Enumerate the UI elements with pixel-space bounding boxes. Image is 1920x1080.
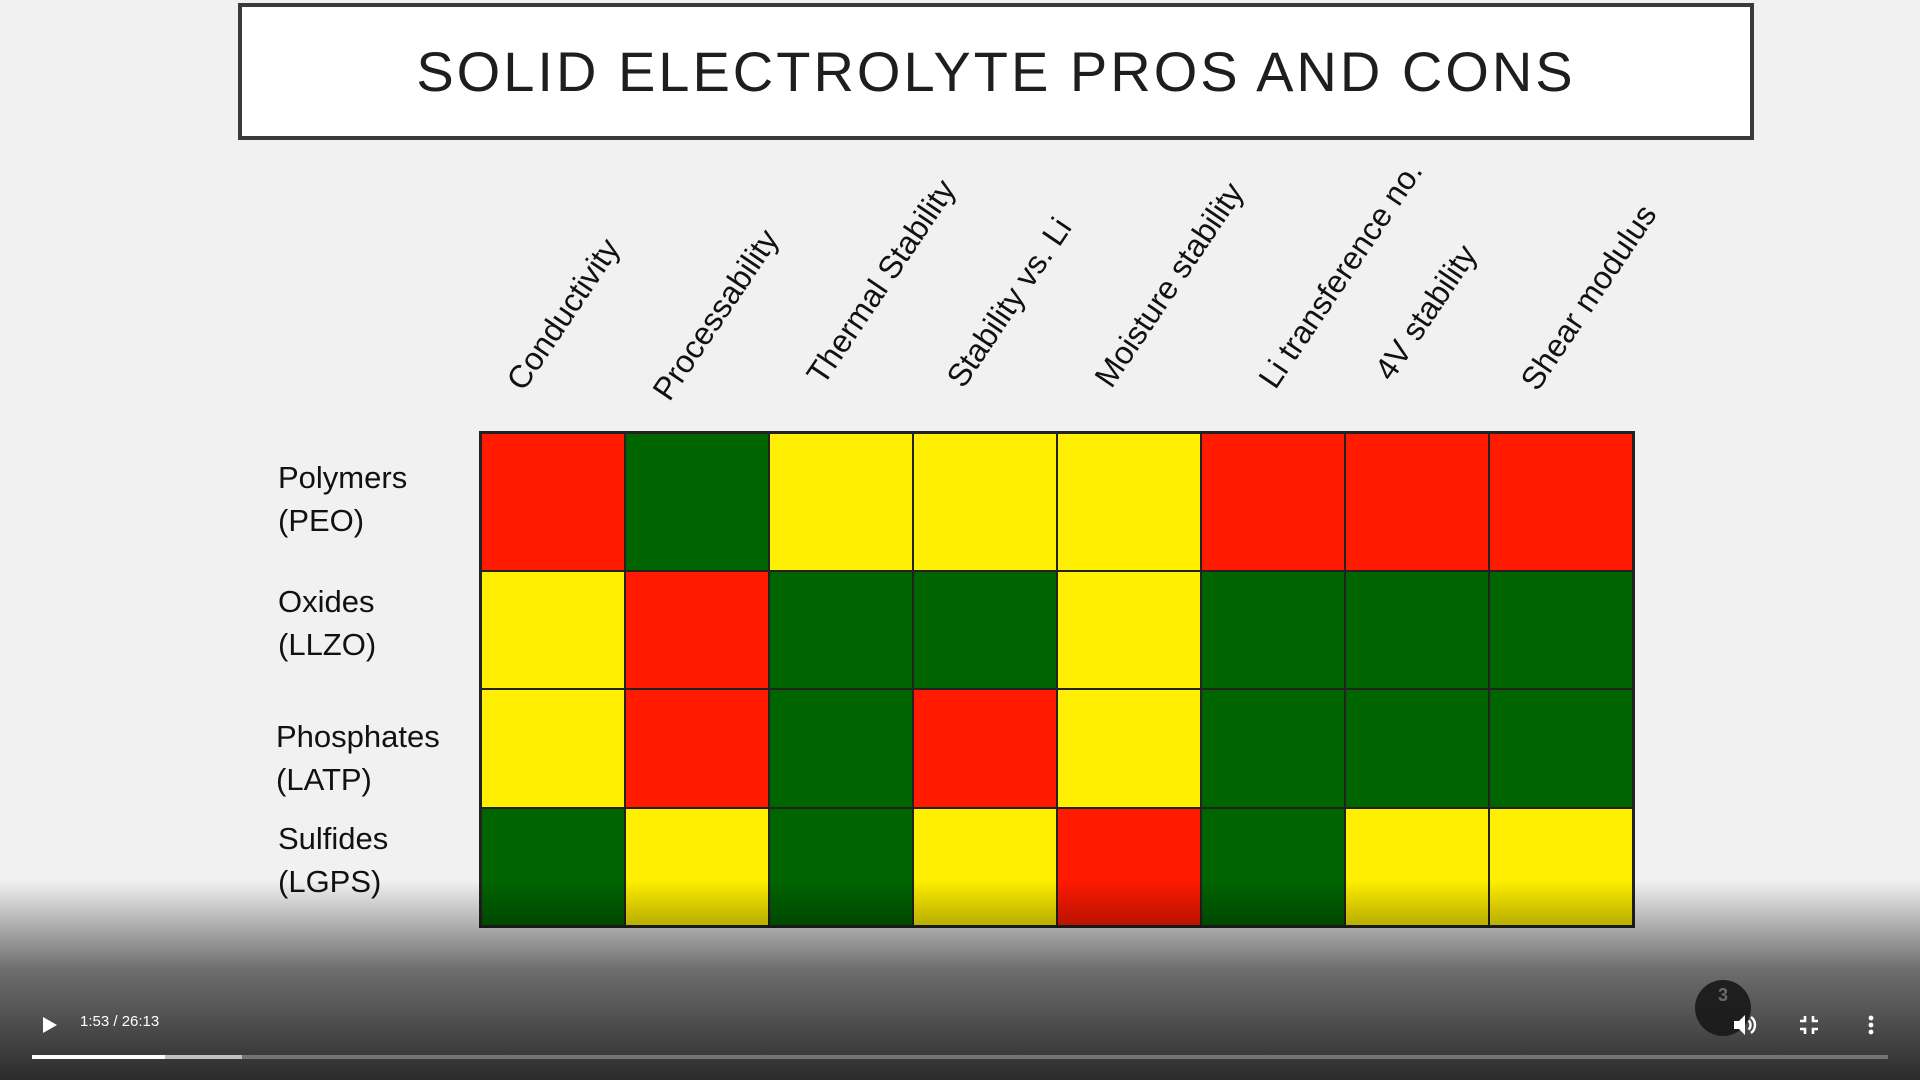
slide-title: SOLID ELECTROLYTE PROS AND CONS: [416, 40, 1576, 103]
column-header: 4V stability: [1367, 238, 1484, 387]
progress-bar[interactable]: [32, 1055, 1888, 1059]
row-label-phosphates: Phosphates (LATP): [276, 715, 440, 801]
exit-fullscreen-icon: [1800, 1016, 1818, 1034]
more-vert-icon: [1868, 1015, 1874, 1035]
time-display: 1:53 / 26:13: [80, 1013, 160, 1030]
row-label-oxides: Oxides (LLZO): [278, 580, 376, 666]
rating-cell: [1345, 689, 1489, 808]
row-label-code: (LATP): [276, 762, 372, 797]
rating-grid: [479, 431, 1635, 928]
rating-cell: [1345, 433, 1489, 571]
rating-cell: [1489, 433, 1633, 571]
row-label-code: (PEO): [278, 503, 365, 538]
rating-cell: [769, 433, 913, 571]
rating-cell: [1057, 433, 1201, 571]
rating-cell: [1201, 571, 1345, 689]
rating-cell: [1057, 571, 1201, 689]
rating-cell: [625, 571, 769, 689]
row-label-code: (LLZO): [278, 627, 377, 662]
more-options-button[interactable]: [1852, 1006, 1890, 1044]
column-header: Shear modulus: [1513, 197, 1664, 397]
column-header: Conductivity: [499, 231, 627, 397]
rating-cell: [1201, 433, 1345, 571]
rating-cell: [625, 689, 769, 808]
rating-cell: [913, 571, 1057, 689]
rating-cell: [481, 433, 625, 571]
rating-cell: [481, 571, 625, 689]
play-icon: [43, 1017, 57, 1033]
volume-button[interactable]: [1726, 1006, 1764, 1044]
volume-icon: [1734, 1015, 1757, 1035]
row-label-name: Polymers: [278, 460, 408, 495]
row-label-name: Oxides: [278, 584, 375, 619]
column-header: Stability vs. Li: [939, 211, 1079, 394]
rating-cell: [769, 689, 913, 808]
column-header: Thermal Stability: [799, 172, 963, 391]
exit-fullscreen-button[interactable]: [1790, 1006, 1828, 1044]
slide-title-box: SOLID ELECTROLYTE PROS AND CONS: [238, 3, 1754, 140]
rating-cell: [913, 689, 1057, 808]
row-label-name: Phosphates: [276, 719, 440, 754]
rating-cell: [1201, 689, 1345, 808]
rating-cell: [913, 433, 1057, 571]
controls-gradient: [0, 880, 1920, 1080]
row-label-polymers: Polymers (PEO): [278, 456, 407, 542]
row-label-name: Sulfides: [278, 821, 389, 856]
rating-cell: [625, 433, 769, 571]
rating-cell: [1345, 571, 1489, 689]
column-header: Moisture stability: [1087, 175, 1251, 394]
rating-cell: [769, 571, 913, 689]
played-bar: [32, 1055, 166, 1059]
rating-cell: [1057, 689, 1201, 808]
play-button[interactable]: [32, 1008, 66, 1042]
rating-cell: [1489, 689, 1633, 808]
column-header: Processability: [645, 222, 786, 407]
rating-cell: [481, 689, 625, 808]
rating-cell: [1489, 571, 1633, 689]
